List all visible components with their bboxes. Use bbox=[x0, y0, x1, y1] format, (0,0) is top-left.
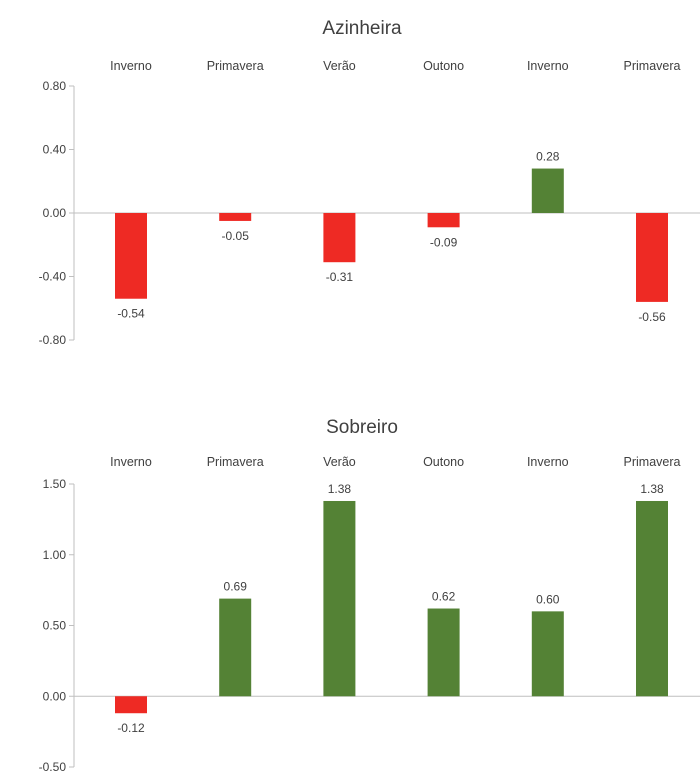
y-tick-label: 0.50 bbox=[43, 619, 67, 633]
category-label: Verão bbox=[323, 455, 356, 469]
bar bbox=[323, 500, 356, 697]
category-label: Primavera bbox=[207, 59, 264, 73]
category-label: Inverno bbox=[110, 455, 152, 469]
chart-title: Azinheira bbox=[322, 18, 402, 39]
category-label: Primavera bbox=[624, 59, 681, 73]
y-tick-label: 0.00 bbox=[43, 206, 67, 220]
y-tick-label: 0.80 bbox=[43, 79, 67, 93]
bar bbox=[636, 500, 668, 697]
y-tick-label: 0.00 bbox=[43, 689, 67, 703]
data-label: -0.56 bbox=[638, 310, 666, 324]
category-label: Outono bbox=[423, 59, 464, 73]
chart-title: Sobreiro bbox=[326, 417, 398, 438]
category-label: Outono bbox=[423, 455, 464, 469]
bar bbox=[323, 213, 356, 263]
category-label: Primavera bbox=[624, 455, 681, 469]
category-label: Verão bbox=[323, 59, 356, 73]
y-tick-label: 0.40 bbox=[43, 143, 67, 157]
data-label: -0.12 bbox=[117, 721, 145, 735]
bar bbox=[427, 213, 460, 228]
bar bbox=[115, 213, 147, 299]
data-label: 0.62 bbox=[432, 590, 456, 604]
category-label: Inverno bbox=[110, 59, 152, 73]
data-label: -0.54 bbox=[117, 307, 145, 321]
chart-azinheira: Azinheira 0.80 0.40 0.00 -0.40 -0.80 Inverno -0… bbox=[39, 18, 700, 347]
y-tick-label: -0.80 bbox=[39, 333, 67, 347]
data-label: -0.09 bbox=[430, 235, 458, 249]
bar bbox=[531, 611, 564, 697]
y-tick-label: 1.00 bbox=[43, 548, 67, 562]
bar bbox=[427, 608, 460, 697]
category-label: Inverno bbox=[527, 59, 569, 73]
bar bbox=[636, 213, 668, 302]
data-label: 1.38 bbox=[640, 482, 664, 496]
chart-sobreiro: Sobreiro 1.50 1.00 0.50 0.00 -0.50 Inverno -0.1… bbox=[39, 417, 700, 772]
data-label: -0.05 bbox=[222, 229, 250, 243]
bar bbox=[219, 598, 252, 697]
data-label: 0.60 bbox=[536, 592, 560, 606]
y-tick-label: 1.50 bbox=[43, 477, 67, 491]
y-tick-label: -0.40 bbox=[39, 270, 67, 284]
bar bbox=[115, 696, 147, 714]
data-label: 1.38 bbox=[328, 482, 352, 496]
y-tick-label: -0.50 bbox=[39, 760, 67, 772]
category-label: Inverno bbox=[527, 455, 569, 469]
bar bbox=[531, 168, 564, 213]
data-label: 0.69 bbox=[224, 580, 248, 594]
data-label: 0.28 bbox=[536, 150, 560, 164]
data-label: -0.31 bbox=[326, 270, 354, 284]
bar bbox=[219, 213, 252, 221]
category-label: Primavera bbox=[207, 455, 264, 469]
